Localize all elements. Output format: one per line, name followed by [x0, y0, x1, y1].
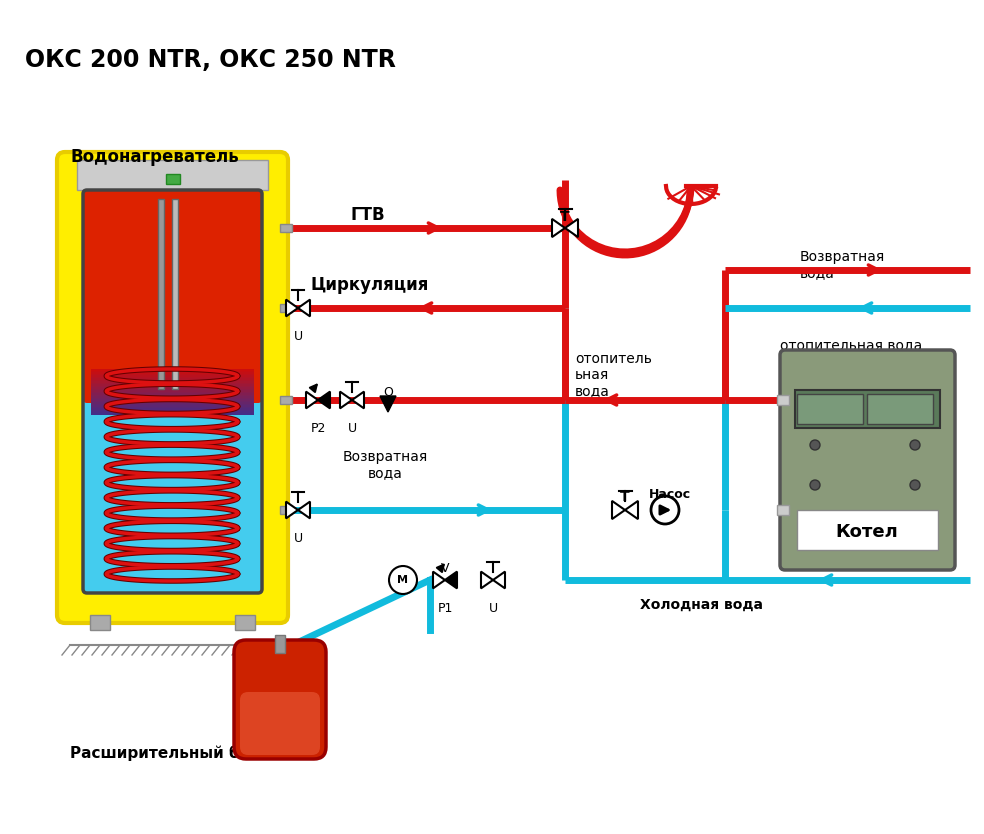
Bar: [777, 395, 789, 405]
Bar: [91, 402, 254, 404]
Text: M: M: [398, 575, 408, 585]
Bar: [797, 510, 938, 550]
Polygon shape: [340, 392, 352, 409]
Text: Возвратная
вода: Возвратная вода: [800, 250, 886, 280]
Polygon shape: [306, 392, 318, 409]
Bar: [91, 383, 254, 384]
Circle shape: [910, 440, 920, 450]
Polygon shape: [352, 392, 364, 409]
Bar: [91, 378, 254, 380]
Bar: [280, 224, 292, 232]
Bar: [280, 506, 292, 514]
Bar: [91, 376, 254, 379]
Bar: [91, 411, 254, 413]
Text: отопительная вода: отопительная вода: [780, 338, 922, 352]
Text: Насос: Насос: [648, 488, 691, 501]
Polygon shape: [286, 299, 298, 316]
Bar: [91, 406, 254, 409]
Bar: [91, 413, 254, 414]
Circle shape: [810, 440, 820, 450]
FancyBboxPatch shape: [57, 152, 288, 623]
FancyBboxPatch shape: [780, 350, 955, 570]
Polygon shape: [565, 219, 578, 237]
Bar: [172, 199, 178, 389]
Bar: [91, 400, 254, 403]
Text: P1: P1: [437, 602, 453, 615]
Circle shape: [389, 566, 417, 594]
Bar: [91, 396, 254, 398]
Bar: [91, 387, 254, 389]
Text: Котел: Котел: [835, 523, 898, 541]
Text: Холодная вода: Холодная вода: [640, 598, 763, 612]
Polygon shape: [380, 396, 396, 412]
Text: O: O: [383, 386, 393, 399]
FancyBboxPatch shape: [83, 190, 262, 403]
Bar: [797, 394, 863, 424]
Bar: [91, 404, 254, 405]
Bar: [280, 396, 292, 404]
Polygon shape: [625, 501, 638, 519]
Text: U: U: [347, 422, 356, 435]
Bar: [91, 375, 254, 377]
Text: ОКС 200 NTR, ОКС 250 NTR: ОКС 200 NTR, ОКС 250 NTR: [25, 48, 396, 72]
Bar: [91, 369, 254, 371]
Bar: [77, 160, 268, 190]
Text: T: T: [620, 490, 630, 504]
Circle shape: [651, 496, 679, 524]
Bar: [280, 304, 292, 312]
Polygon shape: [298, 299, 310, 316]
Polygon shape: [481, 571, 493, 589]
Polygon shape: [298, 501, 310, 519]
Bar: [91, 372, 254, 374]
Bar: [91, 390, 254, 392]
Bar: [275, 635, 285, 653]
Bar: [91, 381, 254, 383]
Text: U: U: [488, 602, 498, 615]
Text: V: V: [441, 562, 450, 575]
Circle shape: [810, 480, 820, 490]
Text: ГТВ: ГТВ: [350, 206, 385, 224]
Text: Водонагреватель: Водонагреватель: [70, 148, 239, 166]
Bar: [91, 391, 254, 394]
Bar: [91, 379, 254, 381]
FancyBboxPatch shape: [83, 395, 262, 593]
Bar: [91, 385, 254, 388]
Bar: [91, 393, 254, 395]
Text: Возвратная
вода: Возвратная вода: [342, 450, 428, 480]
Bar: [91, 399, 254, 401]
FancyBboxPatch shape: [234, 640, 326, 759]
Text: U: U: [293, 330, 302, 343]
Text: T: T: [560, 210, 570, 224]
Bar: [91, 384, 254, 386]
Polygon shape: [286, 501, 298, 519]
Bar: [91, 405, 254, 407]
Text: P2: P2: [310, 422, 326, 435]
Bar: [91, 394, 254, 396]
Bar: [91, 408, 254, 410]
FancyBboxPatch shape: [240, 692, 320, 755]
Bar: [91, 409, 254, 411]
Text: Циркуляция: Циркуляция: [310, 276, 428, 294]
Bar: [235, 615, 255, 630]
Text: U: U: [293, 532, 302, 545]
Bar: [91, 398, 254, 399]
Text: отопитель
ьная
вода: отопитель ьная вода: [575, 352, 651, 398]
Text: Расширительный бак: Расширительный бак: [70, 745, 260, 761]
Circle shape: [910, 480, 920, 490]
Bar: [91, 370, 254, 373]
Polygon shape: [493, 571, 505, 589]
Bar: [90, 615, 110, 630]
Bar: [867, 394, 933, 424]
Bar: [166, 174, 180, 184]
Bar: [777, 505, 789, 515]
Bar: [91, 389, 254, 390]
Polygon shape: [445, 571, 457, 589]
Polygon shape: [318, 392, 330, 409]
Bar: [795, 390, 940, 428]
Bar: [158, 199, 164, 389]
Bar: [91, 374, 254, 375]
Polygon shape: [433, 571, 445, 589]
Polygon shape: [552, 219, 565, 237]
Polygon shape: [612, 501, 625, 519]
